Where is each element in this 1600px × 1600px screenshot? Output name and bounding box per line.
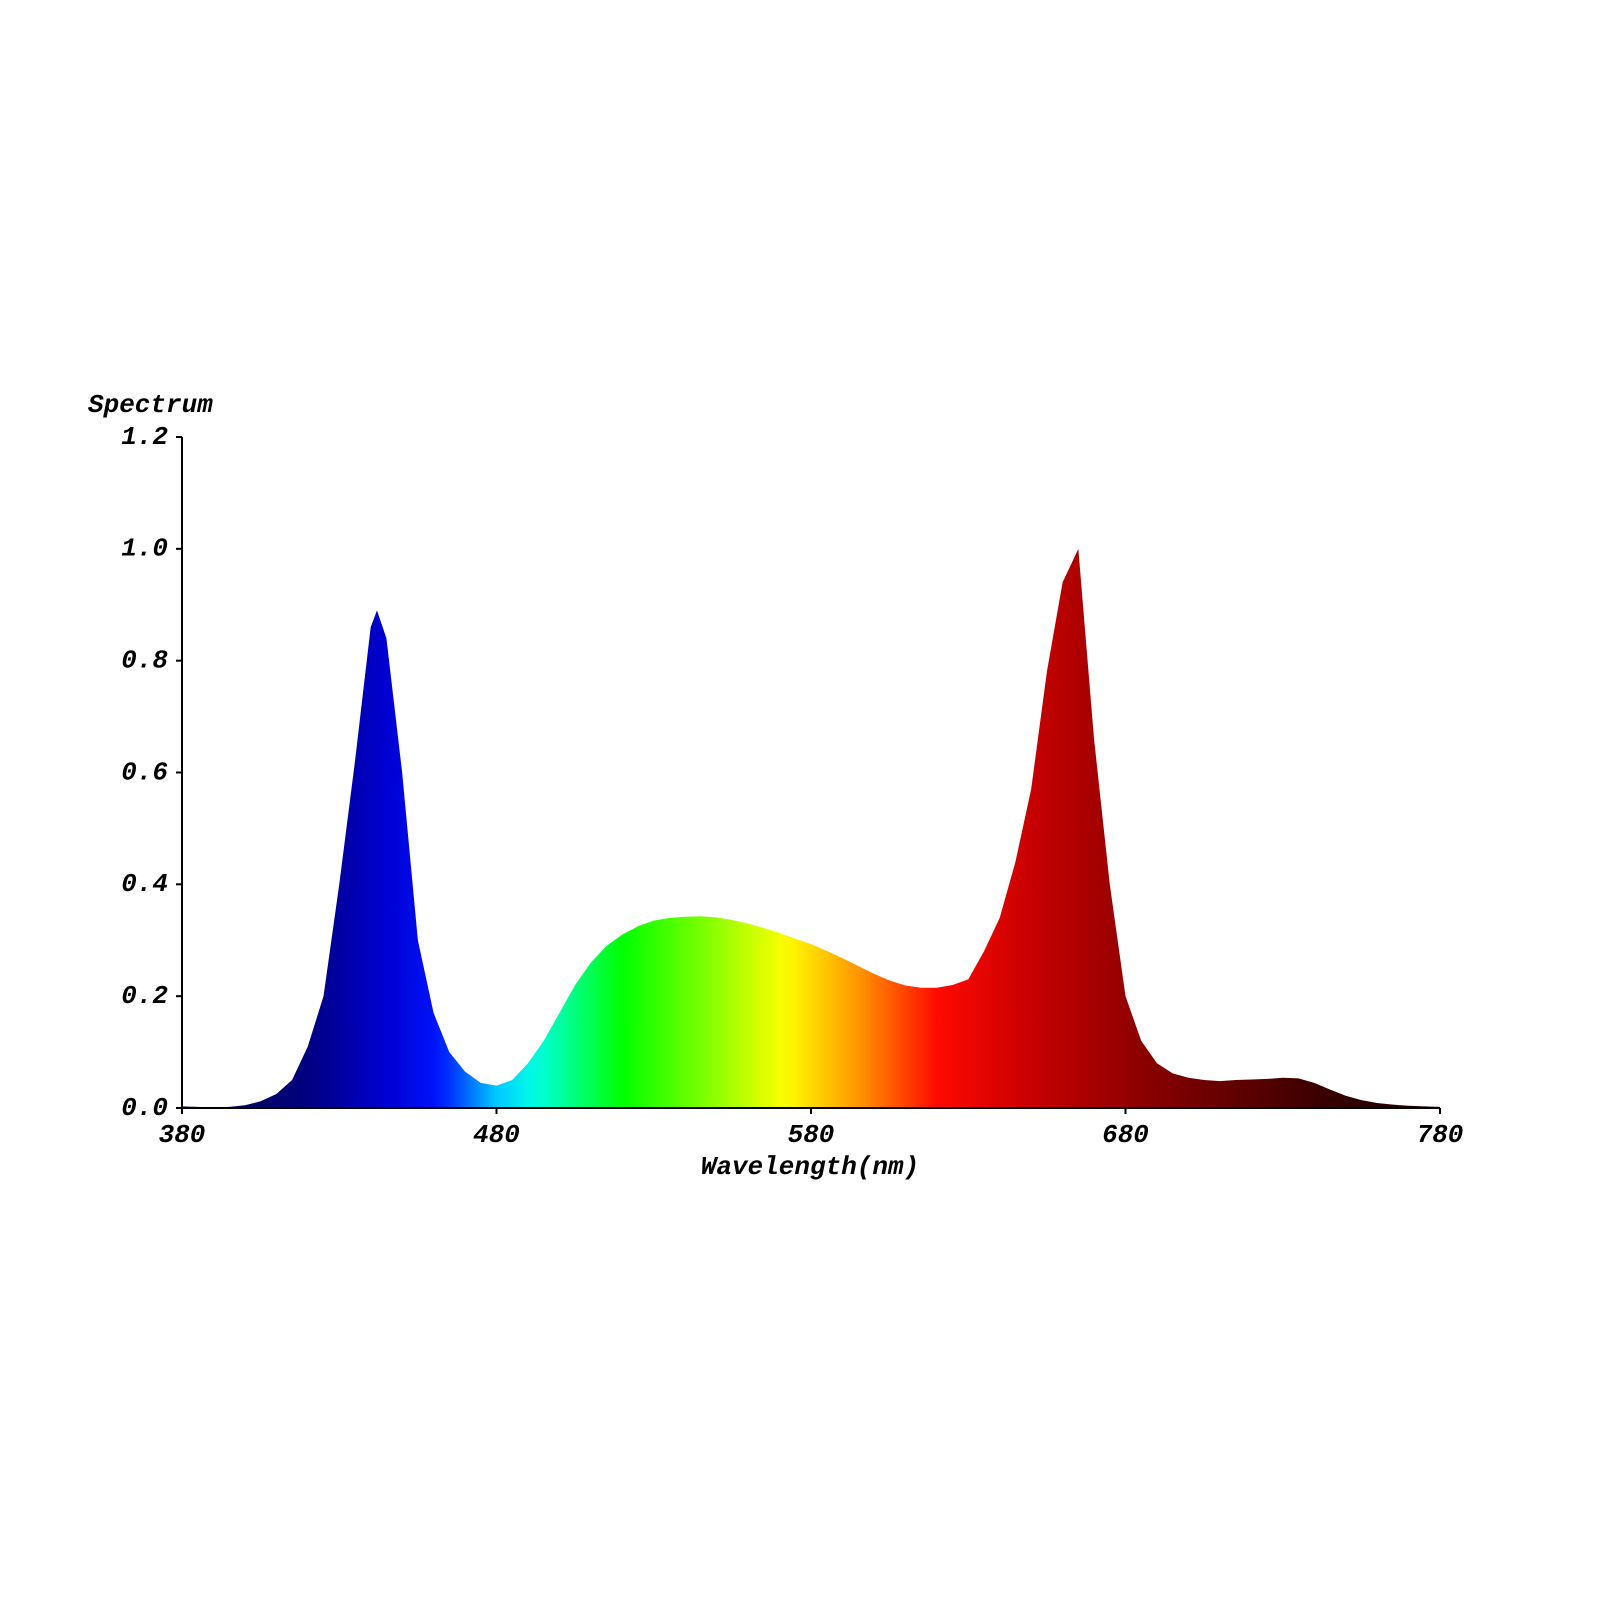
y-tick-label: 1.2 (121, 422, 168, 452)
x-tick-label: 380 (159, 1120, 206, 1150)
x-tick-label: 480 (473, 1120, 520, 1150)
y-tick-label: 0.2 (121, 981, 168, 1011)
x-tick-label: 580 (788, 1120, 835, 1150)
y-tick-label: 0.8 (121, 646, 168, 676)
x-tick-label: 780 (1417, 1120, 1464, 1150)
y-tick-label: 1.0 (121, 534, 168, 564)
x-axis-label: Wavelength(nm) (701, 1152, 919, 1182)
y-tick-label: 0.0 (121, 1093, 168, 1123)
x-tick-label: 680 (1102, 1120, 1149, 1150)
y-tick-label: 0.4 (121, 869, 168, 899)
y-axis-label: Spectrum (88, 390, 213, 420)
spectrum-area (182, 548, 1440, 1108)
y-tick-label: 0.6 (121, 757, 168, 787)
